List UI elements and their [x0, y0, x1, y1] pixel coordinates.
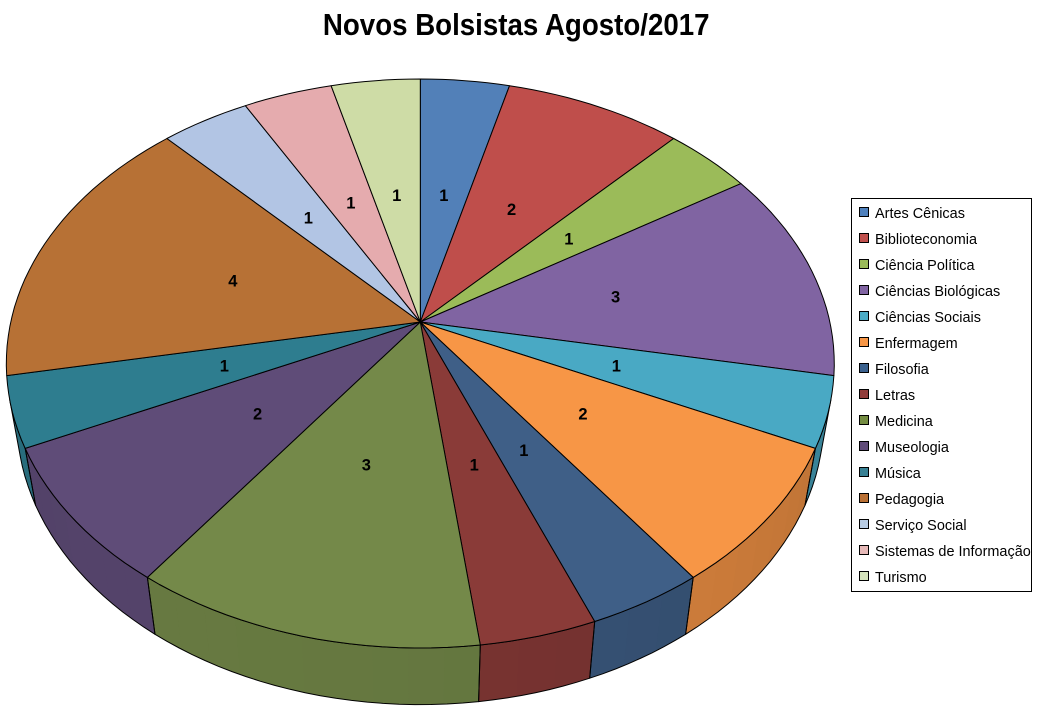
svg-text:4: 4 [228, 273, 238, 291]
svg-text:1: 1 [564, 231, 573, 249]
svg-text:3: 3 [611, 289, 620, 307]
svg-text:1: 1 [304, 209, 313, 227]
svg-text:1: 1 [346, 195, 355, 213]
svg-text:2: 2 [578, 406, 587, 424]
svg-text:1: 1 [220, 357, 229, 375]
svg-text:1: 1 [612, 357, 621, 375]
svg-text:1: 1 [392, 187, 401, 205]
svg-text:2: 2 [507, 201, 516, 219]
svg-text:1: 1 [470, 457, 479, 475]
svg-text:2: 2 [253, 406, 262, 424]
svg-text:1: 1 [519, 442, 528, 460]
svg-text:3: 3 [362, 457, 371, 475]
svg-text:1: 1 [439, 187, 448, 205]
